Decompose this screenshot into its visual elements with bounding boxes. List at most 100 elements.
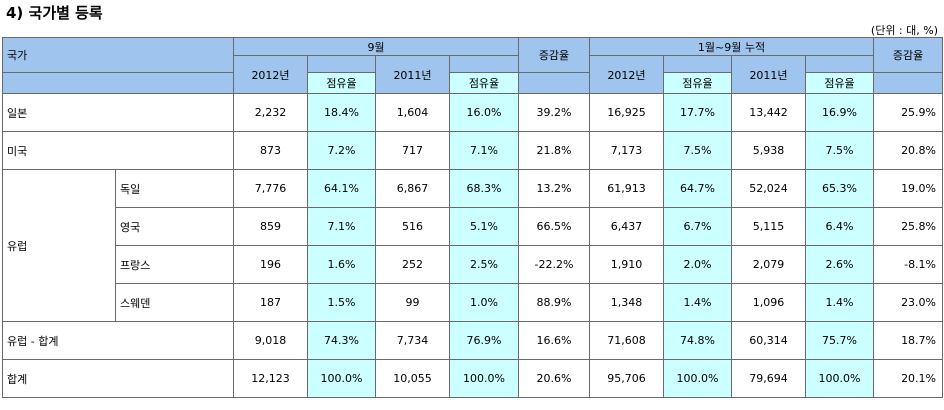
group-label-europe: 유럽	[2, 169, 116, 322]
cum-2012-count: 16,925	[589, 93, 664, 132]
cum-2011-share: 6.4%	[804, 207, 875, 246]
cum-change: 19.0%	[873, 169, 944, 208]
cum-2012-share: 100.0%	[663, 359, 732, 398]
sep-change: 21.8%	[518, 131, 590, 170]
sep-2012-count: 12,123	[233, 359, 308, 398]
header-cum-2012-share: 점유율	[663, 72, 732, 94]
cum-2012-count: 95,706	[589, 359, 664, 398]
header-cumulative: 1월~9월 누적	[588, 37, 875, 56]
sep-2012-count: 9,018	[233, 321, 308, 360]
cum-2011-count: 1,096	[731, 283, 806, 322]
header-cum-2012: 2012년	[589, 55, 664, 94]
sep-2012-share: 64.1%	[307, 169, 376, 208]
sep-2011-count: 252	[375, 245, 450, 284]
sep-2011-share: 100.0%	[449, 359, 519, 398]
sep-2012-share: 18.4%	[307, 93, 376, 132]
sep-2012-count: 2,232	[233, 93, 308, 132]
sep-change: 20.6%	[518, 359, 590, 398]
sep-2012-share: 7.1%	[307, 207, 376, 246]
cum-2011-count: 2,079	[731, 245, 806, 284]
cum-2011-share: 1.4%	[804, 283, 875, 322]
sep-2011-share: 2.5%	[449, 245, 519, 284]
cum-change: 25.8%	[873, 207, 944, 246]
sep-2012-share: 100.0%	[307, 359, 376, 398]
cum-2011-count: 13,442	[731, 93, 806, 132]
sep-2011-count: 7,734	[375, 321, 450, 360]
cum-2011-share: 2.6%	[804, 245, 875, 284]
cum-2012-share: 1.4%	[663, 283, 732, 322]
cum-2012-count: 7,173	[589, 131, 664, 170]
table-row: 합계 12,123 100.0% 10,055 100.0% 20.6% 95,…	[2, 359, 944, 398]
sep-2011-count: 717	[375, 131, 450, 170]
sep-2012-count: 187	[233, 283, 308, 322]
cum-2012-count: 1,910	[589, 245, 664, 284]
cum-2011-count: 79,694	[731, 359, 806, 398]
sep-2012-share: 1.6%	[307, 245, 376, 284]
header-sep-2011-share: 점유율	[449, 72, 519, 94]
header-sep-change: 증감율	[518, 37, 590, 73]
sep-2012-count: 196	[233, 245, 308, 284]
sep-2011-share: 7.1%	[449, 131, 519, 170]
sep-2012-count: 873	[233, 131, 308, 170]
cum-2011-share: 16.9%	[804, 93, 875, 132]
header-sep-change-bottom	[518, 72, 590, 94]
row-label: 유럽 - 합계	[2, 321, 234, 360]
cum-2011-count: 60,314	[731, 321, 806, 360]
sep-2012-share: 1.5%	[307, 283, 376, 322]
cum-2011-share: 75.7%	[804, 321, 875, 360]
sep-change: 13.2%	[518, 169, 590, 208]
country-registration-table: 국가 9월 증감율 1월~9월 누적 증감율 2012년 2011년 2012년…	[2, 37, 944, 398]
cum-change: 20.8%	[873, 131, 944, 170]
cum-change: 20.1%	[873, 359, 944, 398]
header-cum-change: 증감율	[873, 37, 944, 73]
table-row: 영국 859 7.1% 516 5.1% 66.5% 6,437 6.7% 5,…	[3, 207, 944, 246]
row-label: 미국	[2, 131, 234, 170]
cum-change: 23.0%	[873, 283, 944, 322]
sep-2012-count: 7,776	[233, 169, 308, 208]
table-row: 일본 2,232 18.4% 1,604 16.0% 39.2% 16,925 …	[2, 93, 944, 132]
row-label: 독일	[115, 169, 234, 208]
cum-2012-share: 64.7%	[663, 169, 732, 208]
row-label: 합계	[2, 359, 234, 398]
row-label: 프랑스	[115, 245, 234, 284]
sep-2011-share: 16.0%	[449, 93, 519, 132]
header-sep-2011-gap	[449, 55, 519, 73]
table-row: 유럽 독일 7,776 64.1% 6,867 68.3% 13.2% 61,9…	[2, 169, 944, 322]
row-label: 영국	[115, 207, 234, 246]
sep-2012-share: 7.2%	[307, 131, 376, 170]
sep-2011-count: 6,867	[375, 169, 450, 208]
header-cum-2011-gap	[804, 55, 875, 73]
cum-2012-share: 17.7%	[663, 93, 732, 132]
sep-2012-share: 74.3%	[307, 321, 376, 360]
header-cum-2011: 2011년	[731, 55, 806, 94]
cum-2012-share: 6.7%	[663, 207, 732, 246]
sep-change: 16.6%	[518, 321, 590, 360]
header-sep-2012: 2012년	[233, 55, 308, 94]
table-row: 프랑스 196 1.6% 252 2.5% -22.2% 1,910 2.0% …	[3, 245, 944, 284]
table-row: 미국 873 7.2% 717 7.1% 21.8% 7,173 7.5% 5,…	[2, 131, 944, 170]
header-september: 9월	[233, 37, 519, 56]
cum-2012-count: 61,913	[589, 169, 664, 208]
sep-change: 66.5%	[518, 207, 590, 246]
table-row: 유럽 - 합계 9,018 74.3% 7,734 76.9% 16.6% 71…	[2, 321, 944, 360]
sep-2011-share: 5.1%	[449, 207, 519, 246]
header-cum-2011-share: 점유율	[804, 72, 875, 94]
sep-2011-count: 10,055	[375, 359, 450, 398]
sep-2012-count: 859	[233, 207, 308, 246]
cum-2012-count: 6,437	[589, 207, 664, 246]
sep-2011-share: 76.9%	[449, 321, 519, 360]
sep-2011-count: 1,604	[375, 93, 450, 132]
header-cum-change-bottom	[873, 72, 944, 94]
sep-change: 39.2%	[518, 93, 590, 132]
unit-label: (단위 : 대, %)	[870, 24, 938, 37]
header-sep-2012-share: 점유율	[307, 72, 376, 94]
cum-2011-share: 65.3%	[804, 169, 875, 208]
cum-2012-share: 2.0%	[663, 245, 732, 284]
row-label: 스웨덴	[115, 283, 234, 322]
header-country-bottom	[2, 72, 234, 94]
header-sep-2012-gap	[307, 55, 376, 73]
sep-2011-count: 516	[375, 207, 450, 246]
cum-2011-share: 7.5%	[804, 131, 875, 170]
header-cum-2012-gap	[663, 55, 732, 73]
section-title: 4) 국가별 등록	[6, 4, 103, 22]
